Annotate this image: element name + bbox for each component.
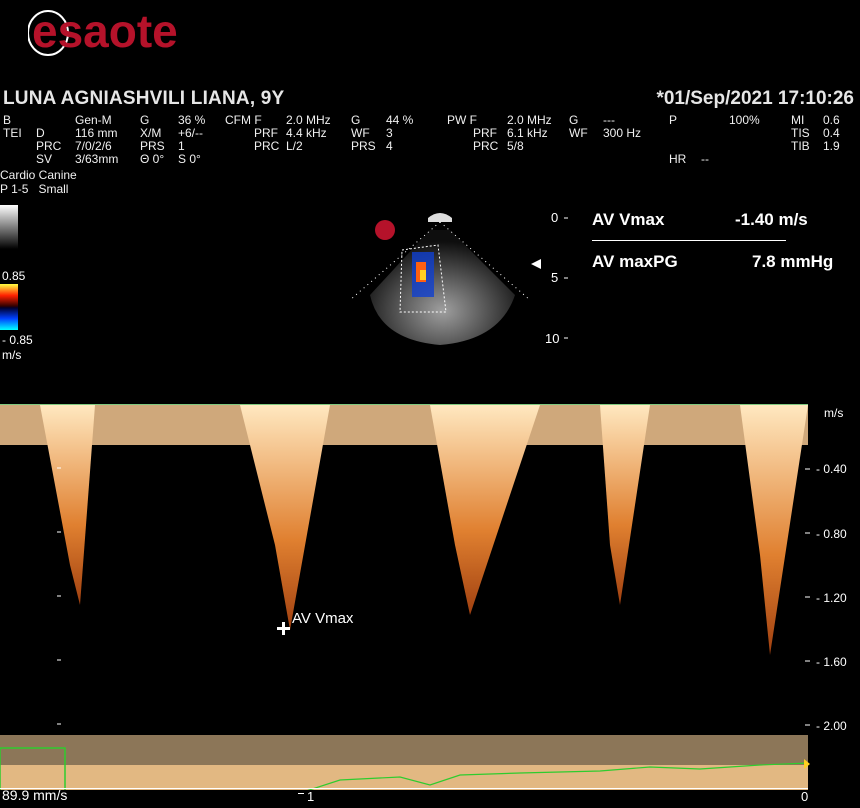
velocity-tick-label: - 0.80 <box>816 527 847 541</box>
velocity-tick-label: - 1.60 <box>816 655 847 669</box>
param: MI <box>791 113 805 127</box>
param: HR <box>669 152 687 166</box>
exam-datetime: *01/Sep/2021 17:10:26 <box>656 88 854 109</box>
param: PRC <box>254 139 280 153</box>
param: PRC <box>473 139 499 153</box>
param: 3 <box>386 126 393 140</box>
param: PW F <box>447 113 477 127</box>
velocity-unit: m/s <box>824 406 844 420</box>
param: TIB <box>791 139 810 153</box>
param: PRS <box>351 139 376 153</box>
param: --- <box>603 113 615 127</box>
param: PRF <box>473 126 497 140</box>
colorbar-unit: m/s <box>2 348 22 362</box>
param: PRS <box>140 139 165 153</box>
param: 100% <box>729 113 760 127</box>
measurement-value: -1.40 m/s <box>735 210 808 229</box>
param: WF <box>569 126 588 140</box>
param: G <box>569 113 579 127</box>
measurement-label: AV maxPG <box>592 252 678 271</box>
spectral-left-ticks <box>57 467 61 725</box>
caliper-cross-icon[interactable] <box>277 622 290 635</box>
param: 2.0 MHz <box>507 113 552 127</box>
depth-10: 10 <box>545 331 560 346</box>
param: TEI <box>3 126 22 140</box>
param: 6.1 kHz <box>507 126 548 140</box>
velocity-tick-label: - 1.20 <box>816 591 847 605</box>
param: CFM F <box>225 113 262 127</box>
color-velocity-bar <box>0 284 18 330</box>
param: D <box>36 126 45 140</box>
esaote-logo: esaote <box>28 5 178 57</box>
depth-scale <box>548 212 570 344</box>
param: PRF <box>254 126 278 140</box>
spectral-top-border <box>0 404 808 405</box>
param: L/2 <box>286 139 303 153</box>
2d-color-doppler-image <box>349 213 531 345</box>
measurement-label: AV Vmax <box>592 210 665 229</box>
param: 0.4 <box>823 126 840 140</box>
param: 2.0 MHz <box>286 113 331 127</box>
caliper-label: AV Vmax <box>292 610 354 627</box>
param: X/M <box>140 126 162 140</box>
param: -- <box>701 152 709 166</box>
time-tick <box>298 793 304 794</box>
velocity-tick-label: - 0.40 <box>816 462 847 476</box>
param: 4 <box>386 139 393 153</box>
param: 1.9 <box>823 139 840 153</box>
param: 116 mm <box>75 126 118 140</box>
param: 44 % <box>386 113 414 127</box>
param: 0.6 <box>823 113 840 127</box>
param: Θ 0° <box>140 152 165 166</box>
measurement-divider <box>592 240 786 241</box>
time-label: 0 <box>801 789 809 804</box>
velocity-axis <box>805 468 810 726</box>
esaote-mini-logo <box>375 220 395 240</box>
param: 1 <box>178 139 185 153</box>
param: P <box>669 113 678 127</box>
param: G <box>351 113 361 127</box>
depth-0: 0 <box>551 210 559 225</box>
baseline-marker-icon <box>804 759 810 769</box>
param: 36 % <box>178 113 206 127</box>
param: 7/0/2/6 <box>75 139 112 153</box>
time-label: 1 <box>307 789 315 804</box>
param: TIS <box>791 126 810 140</box>
colorbar-min: - 0.85 <box>2 333 33 347</box>
svg-text:esaote: esaote <box>32 5 178 57</box>
param: +6/-- <box>178 126 204 140</box>
spectral-doppler-trace <box>0 405 808 790</box>
probe-icon <box>428 213 452 222</box>
focus-marker-icon <box>531 259 541 269</box>
param: S 0° <box>178 152 201 166</box>
measurement-value: 7.8 mmHg <box>752 252 834 271</box>
sweep-speed: 89.9 mm/s <box>2 787 68 803</box>
preset-label: Cardio Canine <box>0 168 77 182</box>
patient-name: LUNA AGNIASHVILI LIANA, 9Y <box>3 88 285 109</box>
param: Gen-M <box>75 113 112 127</box>
grayscale-bar <box>0 205 18 249</box>
param: G <box>140 113 150 127</box>
param: 300 Hz <box>603 126 642 140</box>
param: 5/8 <box>507 139 524 153</box>
param: SV <box>36 152 53 166</box>
param: 3/63mm <box>75 152 119 166</box>
param: WF <box>351 126 370 140</box>
param: 4.4 kHz <box>286 126 327 140</box>
acquisition-parameters: B Gen-M G 36 % CFM F 2.0 MHz G 44 % PW F… <box>0 113 860 199</box>
velocity-tick-label: - 2.00 <box>816 719 847 733</box>
param: PRC <box>36 139 62 153</box>
depth-5: 5 <box>551 270 559 285</box>
time-axis-line <box>0 788 808 789</box>
probe-label: P 1-5 Small <box>0 182 69 196</box>
colorbar-max: 0.85 <box>2 269 26 283</box>
param: B <box>3 113 12 127</box>
